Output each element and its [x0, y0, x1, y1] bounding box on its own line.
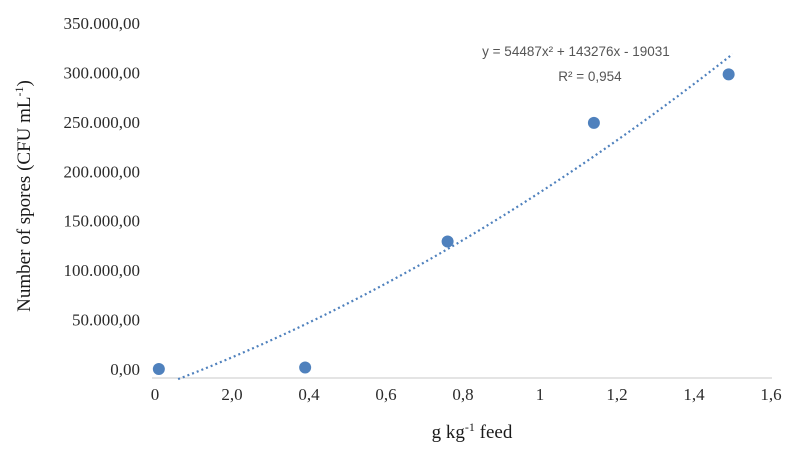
y-axis-title-main: Number of spores (CFU mL [14, 97, 35, 312]
x-tick-label: 1,6 [760, 385, 781, 404]
polynomial-trendline [177, 53, 734, 381]
y-tick-label: 350.000,00 [64, 14, 141, 33]
x-tick-label: 2,0 [221, 385, 242, 404]
y-tick-label: 100.000,00 [64, 261, 141, 280]
x-axis-title: g kg-1 feed [432, 420, 513, 443]
x-tick-label: 0 [151, 385, 160, 404]
y-tick-label: 150.000,00 [64, 212, 141, 231]
x-tick-label: 0,8 [452, 385, 473, 404]
trendline-equation: y = 54487x² + 143276x - 19031 [482, 44, 670, 59]
y-axis-title: Number of spores (CFU mL-1) [12, 80, 35, 312]
x-axis-title-sup: -1 [465, 420, 475, 434]
r-squared-label: R² = 0,954 [558, 69, 622, 84]
y-tick-label: 200.000,00 [64, 162, 141, 181]
x-tick-label: 1,4 [683, 385, 705, 404]
x-tick-label: 1,2 [606, 385, 627, 404]
y-tick-label: 300.000,00 [64, 63, 141, 82]
x-axis-title-main: g kg [432, 422, 466, 443]
y-axis-title-sup: -1 [12, 87, 26, 97]
data-points [152, 68, 735, 375]
trendline-group [177, 53, 734, 381]
data-point-5 [722, 68, 735, 81]
y-axis-title-close: ) [14, 80, 35, 86]
x-tick-label: 0,6 [375, 385, 396, 404]
x-tick-label: 0,4 [298, 385, 320, 404]
data-point-2 [299, 361, 312, 374]
data-point-4 [587, 116, 600, 129]
data-point-3 [441, 235, 454, 248]
x-axis-title-rest: feed [475, 422, 513, 443]
y-tick-label: 50.000,00 [72, 311, 140, 330]
x-tick-label: 1 [536, 385, 545, 404]
y-tick-label: 0,00 [110, 360, 140, 379]
x-tick-labels: 0 2,0 0,4 0,6 0,8 1 1,2 1,4 1,6 [151, 385, 782, 404]
data-point-1 [152, 363, 165, 375]
y-tick-label: 250.000,00 [64, 113, 141, 132]
y-tick-labels: 0,00 50.000,00 100.000,00 150.000,00 200.000… [64, 14, 141, 379]
